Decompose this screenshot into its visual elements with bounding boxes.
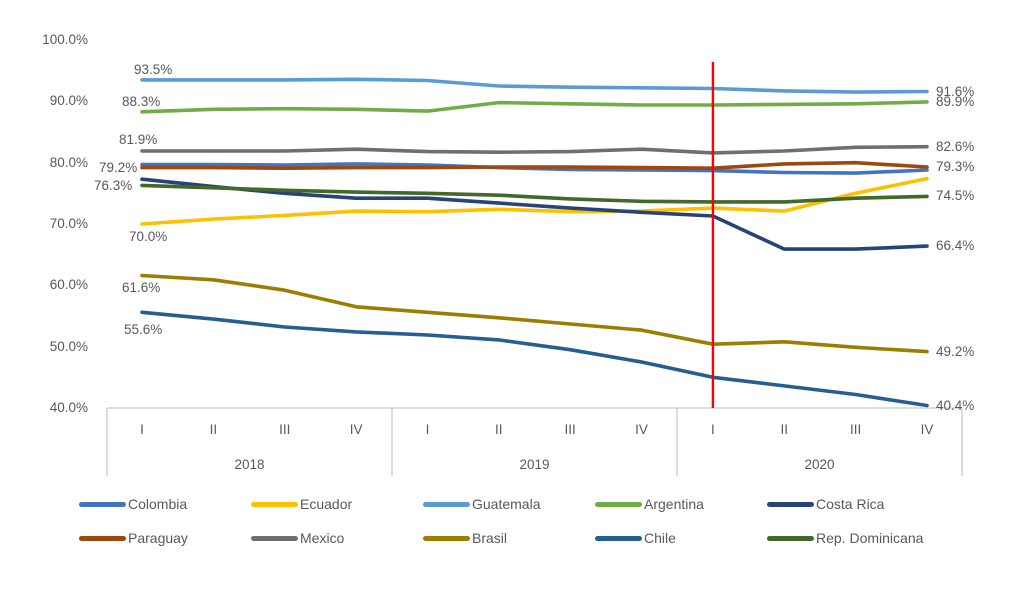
legend-item-chile: Chile [595, 529, 676, 547]
series-line-mexico [140, 144, 929, 155]
data-label-end: 89.9% [936, 93, 975, 109]
y-axis-tick: 100.0% [42, 32, 88, 47]
quarter-label: IV [349, 422, 363, 437]
legend-swatch [423, 501, 470, 507]
y-axis-tick: 90.0% [49, 93, 88, 109]
series-line-rep-dominicana [140, 183, 929, 204]
legend-item-brasil: Brasil [423, 529, 507, 547]
quarter-label: II [209, 422, 218, 437]
y-axis-tick: 40.0% [49, 400, 88, 415]
data-label-start: 55.6% [124, 322, 163, 337]
legend-item-rep-dominicana: Rep. Dominicana [767, 529, 923, 547]
legend-item-costa-rica: Costa Rica [767, 495, 884, 513]
data-label-start: 88.3% [122, 94, 161, 109]
data-label-end: 79.3% [936, 158, 975, 174]
y-axis-tick: 60.0% [49, 277, 88, 293]
quarter-label: I [425, 422, 430, 437]
quarter-label: I [140, 422, 144, 437]
data-label-start: 70.0% [129, 229, 168, 244]
series-line-guatemala [140, 77, 929, 94]
quarter-label: III [279, 422, 291, 437]
legend-item-argentina: Argentina [595, 495, 704, 513]
legend-item-mexico: Mexico [251, 529, 344, 547]
legend-swatch [595, 501, 642, 507]
legend-swatch [595, 535, 642, 541]
data-label-start: 79.2% [99, 160, 138, 175]
legend-label: Chile [644, 530, 676, 546]
legend-label: Mexico [300, 530, 345, 546]
quarter-label: III [564, 422, 576, 437]
legend-item-colombia: Colombia [79, 495, 187, 513]
data-label-end: 82.6% [936, 138, 975, 154]
year-label: 2020 [804, 457, 835, 472]
series-line-ecuador [140, 176, 929, 226]
legend-swatch [767, 501, 814, 507]
data-label-end: 91.6% [936, 83, 975, 99]
legend-item-guatemala: Guatemala [423, 495, 540, 513]
legend-label: Argentina [644, 496, 704, 512]
legend-label: Costa Rica [816, 496, 885, 512]
data-label-start: 93.5% [134, 62, 173, 77]
quarter-label: II [495, 422, 503, 437]
data-label-end: 66.4% [936, 238, 975, 254]
legend-label: Brasil [472, 530, 508, 546]
quarter-label: IV [920, 422, 934, 437]
quarter-label: III [849, 422, 862, 437]
legend-swatch [251, 501, 298, 507]
legend-swatch [79, 535, 126, 541]
y-axis-tick: 50.0% [49, 338, 88, 354]
legend-swatch [251, 535, 298, 541]
quarter-label: IV [635, 422, 648, 437]
legend-label: Colombia [128, 496, 188, 512]
legend-label: Paraguay [128, 530, 188, 546]
data-label-end: 49.2% [936, 343, 975, 359]
legend-swatch [423, 535, 470, 541]
legend-label: Ecuador [300, 496, 353, 512]
year-label: 2019 [519, 457, 550, 472]
series-line-paraguay [140, 160, 929, 170]
data-label-start: 81.9% [119, 132, 158, 147]
y-axis-tick: 80.0% [49, 154, 88, 170]
legend-label: Rep. Dominicana [816, 530, 924, 546]
data-label-end: 40.4% [936, 397, 975, 413]
series-line-brasil [140, 273, 929, 354]
series-line-argentina [140, 100, 929, 114]
legend-label: Guatemala [472, 496, 541, 512]
y-axis-tick: 70.0% [49, 216, 88, 231]
legend-item-ecuador: Ecuador [251, 495, 352, 513]
quarter-label: I [711, 422, 715, 437]
series-line-chile [140, 310, 929, 408]
legend-item-paraguay: Paraguay [79, 529, 188, 547]
data-label-start: 61.6% [122, 280, 161, 295]
legend-swatch [79, 501, 126, 507]
data-label-end: 74.5% [936, 188, 975, 204]
year-label: 2018 [234, 457, 265, 472]
legend-swatch [767, 535, 814, 541]
series-line-costa-rica [140, 177, 929, 251]
data-label-start: 76.3% [94, 178, 133, 193]
quarter-label: II [780, 422, 789, 437]
